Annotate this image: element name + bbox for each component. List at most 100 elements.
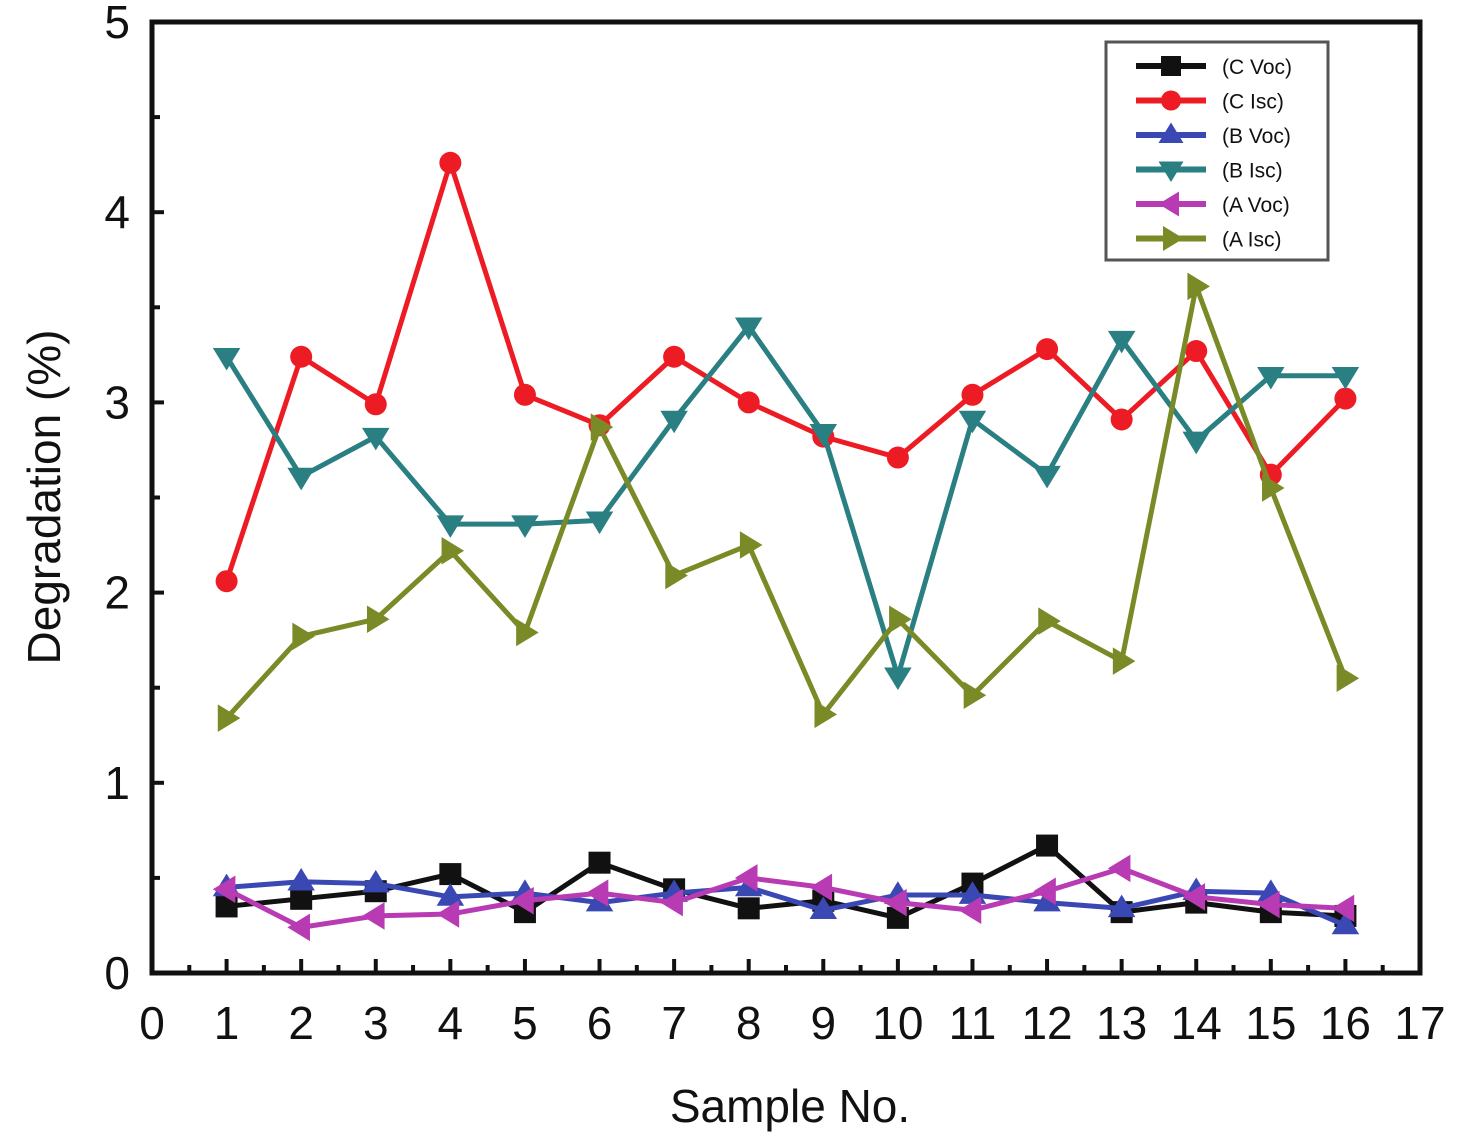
data-point-c-isc — [1110, 408, 1133, 431]
data-point-a-voc — [1033, 877, 1056, 905]
x-tick-label: 13 — [1096, 997, 1147, 1049]
x-tick-label: 7 — [661, 997, 687, 1049]
data-point-a-voc — [585, 879, 609, 907]
data-point-b-isc — [1257, 366, 1285, 390]
data-point-c-isc — [1036, 338, 1059, 361]
data-point-b-isc — [958, 410, 987, 434]
data-point-a-voc — [287, 913, 310, 942]
data-point-a-voc — [1182, 883, 1206, 911]
data-point-a-voc — [809, 873, 833, 902]
data-point-b-isc — [734, 317, 763, 341]
data-point-a-isc — [889, 605, 912, 633]
data-point-c-isc — [663, 345, 686, 368]
data-point-b-voc — [1331, 911, 1360, 935]
data-point-a-voc — [1257, 890, 1280, 919]
data-point-a-voc — [362, 902, 385, 930]
series-a-voc — [212, 854, 1355, 942]
data-point-a-voc — [734, 864, 758, 892]
data-point-b-isc — [511, 515, 539, 538]
y-tick-label: 1 — [104, 757, 130, 809]
y-axis-title: Degradation (%) — [18, 330, 70, 665]
data-point-b-voc — [1107, 894, 1136, 918]
data-point-c-voc — [1036, 834, 1059, 857]
data-point-c-voc — [737, 897, 760, 920]
legend-item: (C Voc) — [1136, 56, 1292, 79]
x-tick-label: 4 — [438, 997, 464, 1049]
data-point-a-voc — [436, 900, 460, 928]
legend-marker — [1158, 122, 1184, 143]
data-point-b-isc — [362, 427, 390, 451]
data-point-c-isc — [364, 393, 387, 416]
data-point-c-isc — [215, 570, 238, 593]
data-point-c-isc — [961, 383, 984, 406]
data-point-b-voc — [809, 896, 838, 920]
y-tick-label: 5 — [104, 0, 130, 48]
series-line-c-isc — [224, 160, 1348, 582]
y-tick-label: 3 — [104, 376, 130, 428]
data-point-a-isc — [665, 561, 688, 590]
data-point-a-voc — [511, 886, 534, 915]
series-layer — [212, 151, 1360, 942]
data-point-a-isc — [1038, 607, 1061, 635]
data-point-a-voc — [212, 875, 236, 904]
x-tick-label: 1 — [214, 997, 240, 1049]
data-point-a-voc — [1331, 894, 1355, 923]
legend-box — [1104, 40, 1330, 262]
data-point-c-isc — [290, 345, 313, 368]
data-point-a-isc — [292, 622, 315, 651]
x-tick-label: 11 — [949, 997, 997, 1049]
legend-marker — [1158, 191, 1179, 217]
data-point-a-isc — [217, 704, 241, 732]
data-point-c-isc — [439, 151, 462, 174]
y-axis: 0 1 2 3 4 5 — [104, 0, 164, 999]
data-point-a-isc — [1336, 664, 1360, 692]
data-point-c-voc — [588, 851, 611, 874]
x-axis: 0 1 2 3 4 5 6 7 8 9 10 11 12 13 14 15 16 17 — [139, 959, 1446, 1049]
data-point-a-isc — [1262, 474, 1285, 502]
series-line-c-voc — [226, 843, 1346, 921]
legend-label: (A Isc) — [1222, 229, 1282, 252]
legend-marker — [1163, 226, 1184, 251]
x-tick-label: 10 — [872, 997, 923, 1049]
data-point-a-isc — [1187, 272, 1210, 301]
data-point-b-isc — [287, 467, 315, 491]
legend-marker — [1161, 90, 1181, 111]
y-tick-label: 4 — [104, 186, 130, 238]
x-tick-label: 12 — [1021, 997, 1072, 1049]
x-tick-label: 16 — [1320, 997, 1371, 1049]
legend-item: (A Isc) — [1136, 226, 1282, 252]
x-tick-label: 0 — [139, 997, 165, 1049]
legend-item: (B Voc) — [1136, 122, 1291, 148]
legend-item: (A Voc) — [1136, 191, 1290, 217]
data-point-a-isc — [590, 413, 614, 441]
x-tick-label: 9 — [810, 997, 836, 1049]
series-line-b-voc — [226, 879, 1347, 928]
data-point-b-isc — [1182, 431, 1210, 455]
data-point-a-voc — [1107, 854, 1131, 883]
series-b-isc — [212, 317, 1360, 691]
data-point-a-isc — [1112, 647, 1136, 675]
data-point-a-isc — [963, 681, 987, 710]
data-point-c-voc — [439, 863, 462, 886]
series-line-a-voc — [225, 865, 1346, 930]
x-tick-label: 2 — [288, 997, 314, 1049]
x-tick-label: 14 — [1171, 997, 1222, 1049]
legend-item: (C Isc) — [1136, 90, 1284, 114]
data-point-c-isc — [513, 383, 536, 406]
data-point-b-isc — [1107, 330, 1136, 354]
legend-marker — [1161, 56, 1181, 76]
x-tick-label: 5 — [512, 997, 538, 1049]
data-point-b-isc — [212, 347, 241, 371]
legend-marker — [1158, 161, 1184, 182]
data-point-b-isc — [884, 667, 912, 691]
data-point-b-isc — [1331, 366, 1360, 390]
legend: (C Voc) (C Isc) (B Voc) (B Isc) (A Voc) (A Is… — [1104, 40, 1330, 262]
data-point-a-isc — [441, 537, 465, 565]
legend-label: (B Voc) — [1222, 125, 1291, 148]
legend-label: (C Isc) — [1222, 91, 1284, 114]
y-tick-label: 0 — [104, 947, 130, 999]
x-tick-label: 15 — [1245, 997, 1296, 1049]
series-line-a-isc — [224, 283, 1348, 720]
series-line-b-isc — [224, 323, 1346, 679]
data-point-a-isc — [814, 700, 838, 729]
